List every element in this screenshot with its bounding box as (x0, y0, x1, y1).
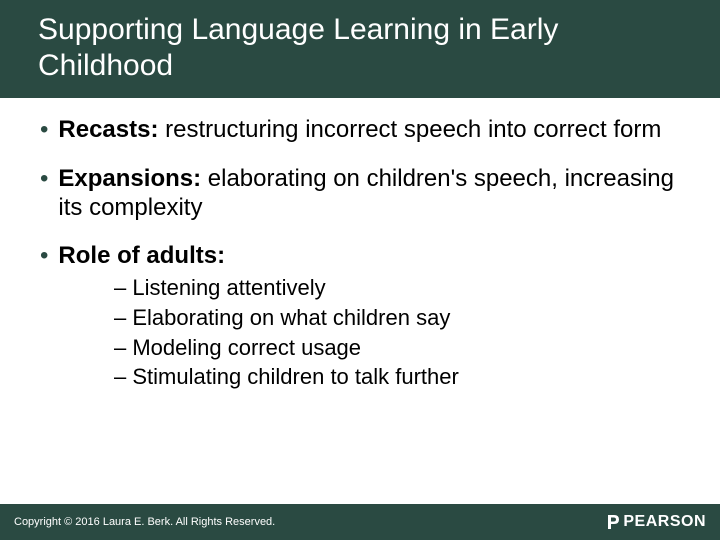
slide-title: Supporting Language Learning in Early Ch… (0, 12, 720, 84)
bullet-marker-icon: • (40, 242, 48, 270)
bullet-text: Expansions: elaborating on children's sp… (58, 165, 690, 223)
sub-bullet-item: – Stimulating children to talk further (114, 362, 690, 392)
bullet-term: Expansions: (58, 165, 201, 192)
copyright-text: Copyright © 2016 Laura E. Berk. All Righ… (14, 516, 275, 528)
bullet-text: Role of adults: (58, 242, 225, 271)
sub-bullet-item: – Elaborating on what children say (114, 303, 690, 333)
sub-bullet-list: – Listening attentively – Elaborating on… (40, 273, 690, 392)
logo-mark-icon (608, 515, 619, 529)
bullet-marker-icon: • (40, 116, 48, 144)
bullet-term: Role of adults: (58, 242, 225, 269)
sub-bullet-item: – Modeling correct usage (114, 333, 690, 363)
bullet-term: Recasts: (58, 116, 158, 143)
slide-content: • Recasts: restructuring incorrect speec… (0, 98, 720, 392)
bullet-desc: restructuring incorrect speech into corr… (158, 116, 661, 143)
bullet-item: • Expansions: elaborating on children's … (40, 165, 690, 223)
sub-bullet-item: – Listening attentively (114, 273, 690, 303)
footer-bar: Copyright © 2016 Laura E. Berk. All Righ… (0, 504, 720, 540)
title-band: Supporting Language Learning in Early Ch… (0, 0, 720, 98)
logo-text: PEARSON (623, 513, 706, 531)
bullet-marker-icon: • (40, 165, 48, 193)
pearson-logo: PEARSON (608, 513, 706, 531)
bullet-text: Recasts: restructuring incorrect speech … (58, 116, 661, 145)
bullet-item: • Recasts: restructuring incorrect speec… (40, 116, 690, 145)
bullet-item: • Role of adults: (40, 242, 690, 271)
